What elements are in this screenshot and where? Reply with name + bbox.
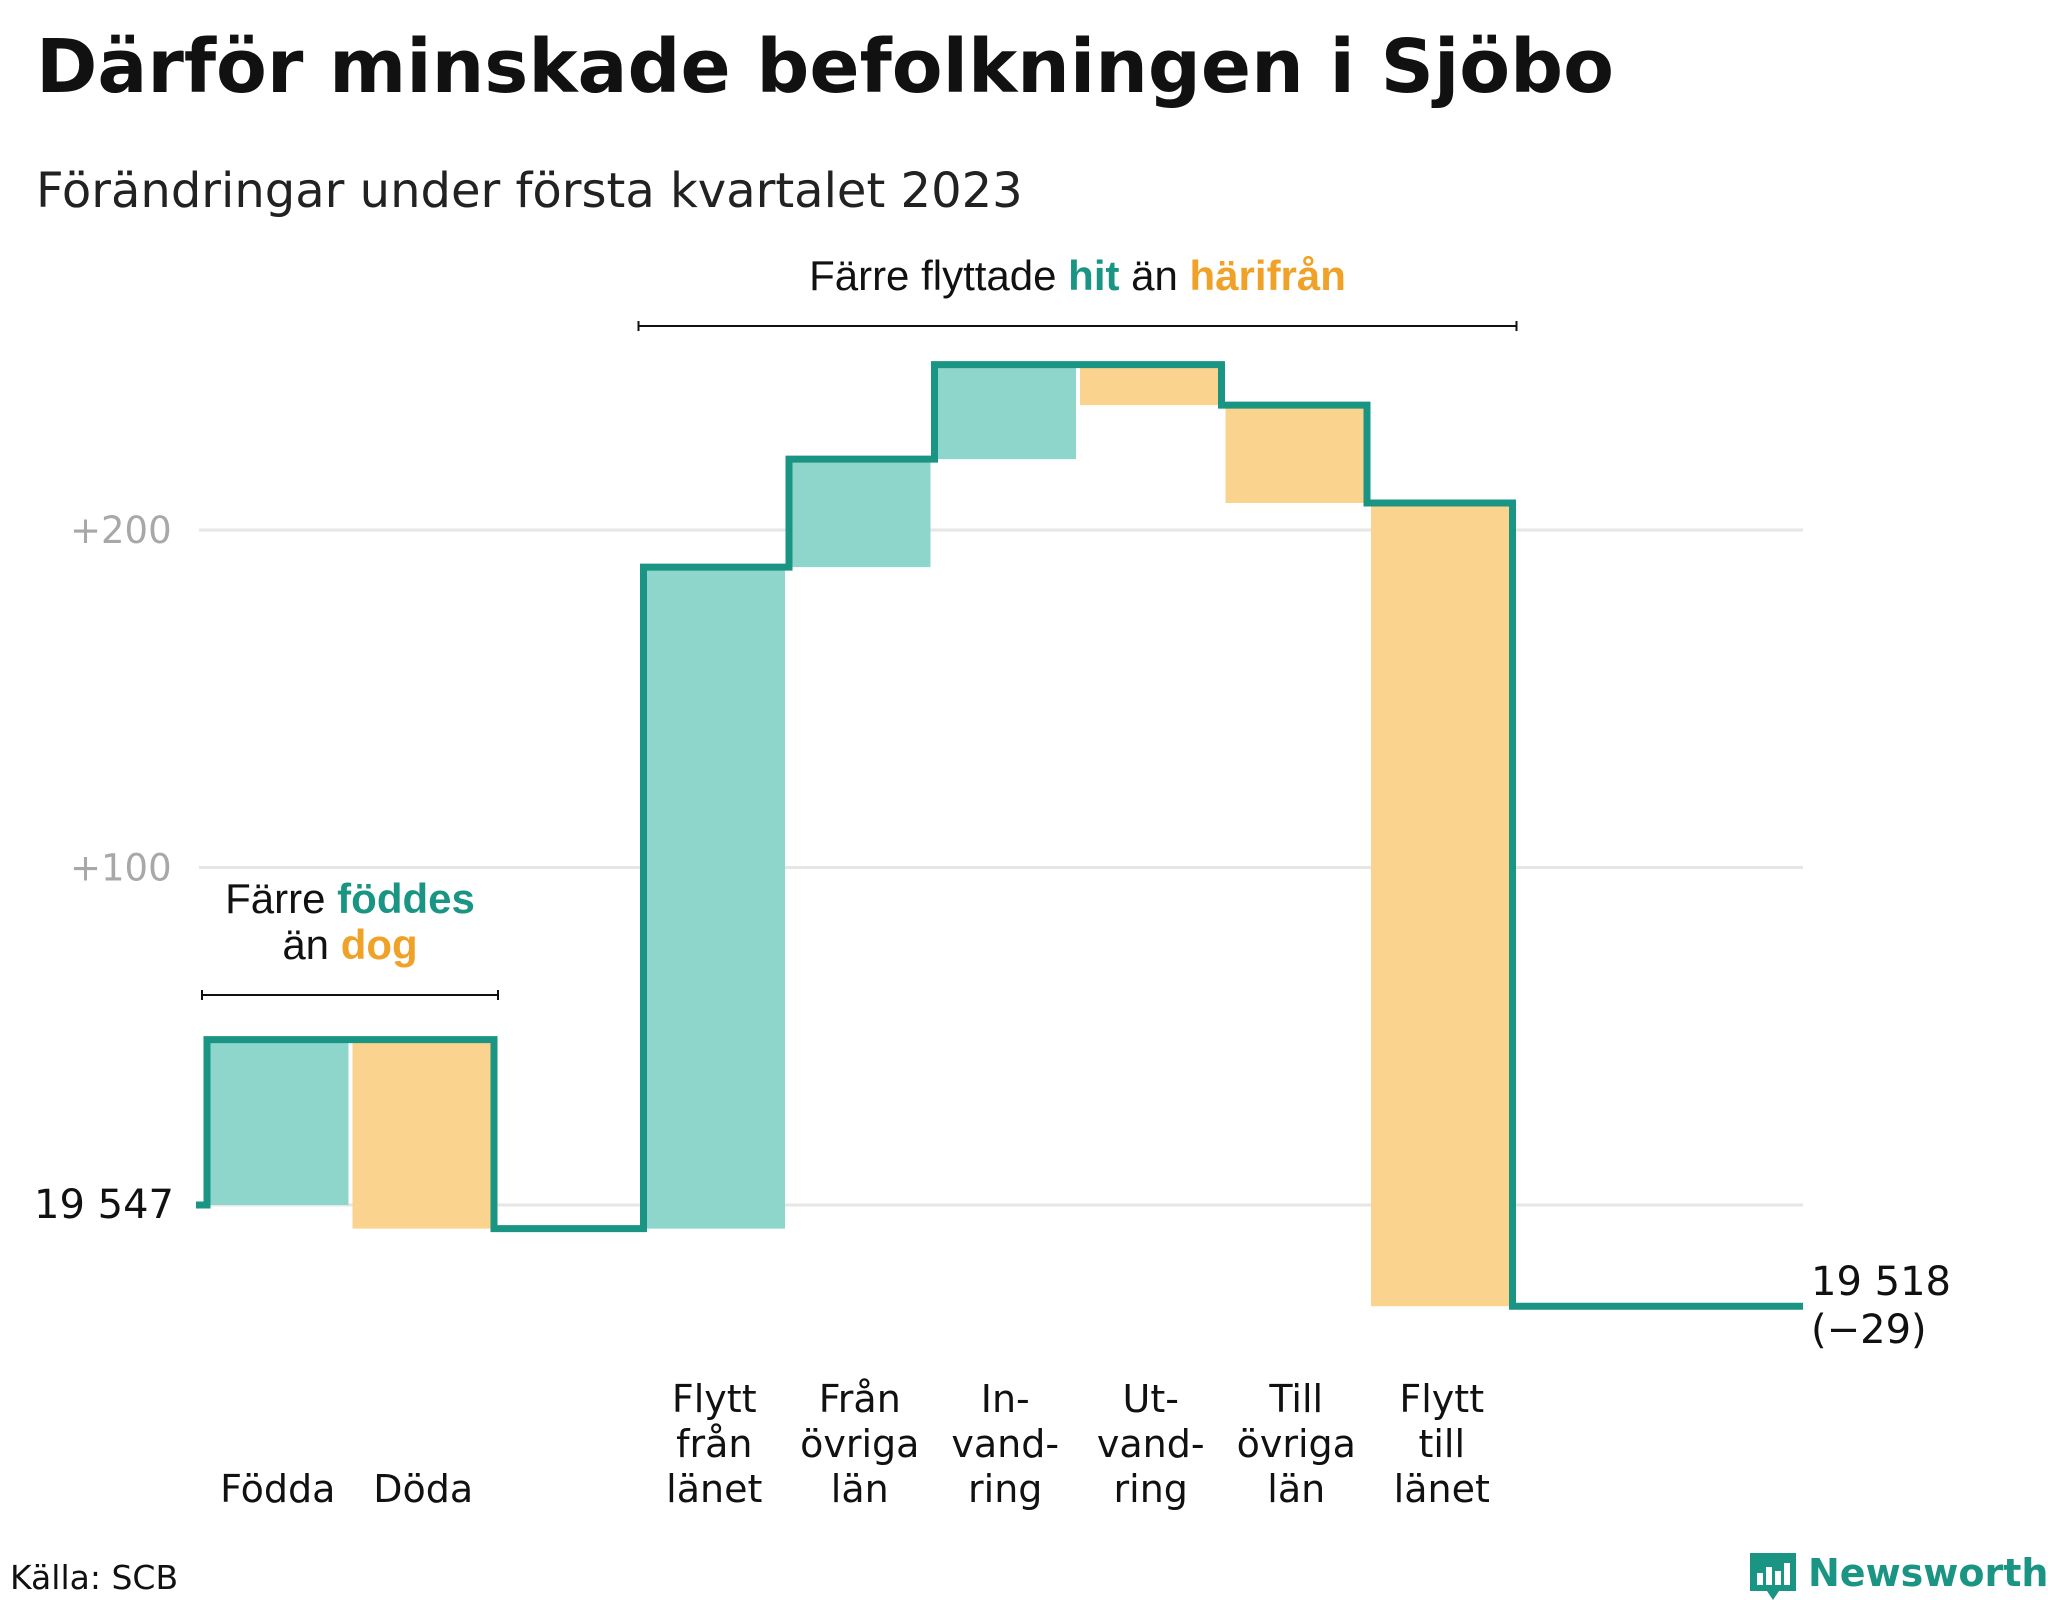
step-line-group	[196, 361, 1803, 1310]
chart-subtitle: Förändringar under första kvartalet 2023	[36, 163, 1023, 219]
annotation-segment: härifrån	[1190, 252, 1346, 299]
category-label-fodda: Födda	[220, 1467, 335, 1511]
bar-doda	[352, 1039, 494, 1229]
bar-fran_ovriga_lan	[789, 459, 931, 568]
annotation-migration: Färre flyttade hit än härifrån	[637, 252, 1518, 331]
category-label-line: Födda	[220, 1467, 335, 1511]
newsworthy-logo-text: Newsworthy	[1808, 1551, 2048, 1595]
category-label-line: Flytt	[1399, 1377, 1484, 1421]
category-label-line: län	[831, 1467, 889, 1511]
bar-fodda	[207, 1039, 349, 1205]
category-label-line: från	[676, 1422, 752, 1466]
category-label-line: Från	[819, 1377, 901, 1421]
category-labels: Födda DödaFlyttfrånlänetFrånövrigalänIn-v…	[220, 1377, 1490, 1511]
category-label-line: vand-	[1097, 1422, 1205, 1466]
newsworthy-logo-icon	[1750, 1553, 1796, 1600]
annotation-text: Färre flyttade hit än härifrån	[809, 252, 1346, 299]
category-label-line: In-	[981, 1377, 1030, 1421]
annotation-segment: Färre flyttade	[809, 252, 1068, 299]
bar-flytt_fran_lanet	[643, 567, 785, 1229]
bar-flytt_till_lanet	[1371, 503, 1513, 1307]
category-label-line: ring	[968, 1467, 1042, 1511]
bars	[207, 364, 1513, 1307]
annotation-segment: än	[1119, 252, 1189, 299]
annotation-text: än dog	[282, 921, 417, 968]
step-line	[196, 361, 1803, 1310]
bar-utvandring	[1080, 364, 1222, 406]
category-label-line: övriga	[800, 1422, 919, 1466]
y-axis-ticks: 19 547 +100 +200	[34, 509, 174, 1228]
end-value-label: 19 518 (−29)	[1811, 1259, 1951, 1353]
chart-title: Därför minskade befolkningen i Sjöbo	[36, 24, 1614, 110]
source-note: Källa: SCB	[10, 1558, 178, 1597]
category-label-line: Flytt	[672, 1377, 757, 1421]
bar-till_ovriga_lan	[1225, 405, 1367, 503]
category-label-line: ring	[1114, 1467, 1188, 1511]
category-label-line: Ut-	[1123, 1377, 1179, 1421]
category-label-line: län	[1267, 1467, 1325, 1511]
category-label-line: Döda	[373, 1467, 473, 1511]
annotation-segment: hit	[1068, 252, 1119, 299]
category-label-line: övriga	[1237, 1422, 1356, 1466]
bar-invandring	[934, 364, 1076, 460]
category-label-line: länet	[666, 1467, 762, 1511]
annotation-segment: föddes	[337, 875, 475, 922]
category-label-doda: Döda	[373, 1467, 473, 1511]
annotation-segment: Färre	[225, 875, 337, 922]
annotation-segment: dog	[341, 921, 418, 968]
y-tick-label: +100	[70, 847, 172, 890]
end-value: 19 518	[1811, 1259, 1951, 1305]
newsworthy-logo: Newsworthy	[1750, 1551, 2048, 1600]
category-label-line: länet	[1394, 1467, 1490, 1511]
annotation-segment: än	[282, 921, 340, 968]
y-tick-label: 19 547	[34, 1182, 174, 1228]
category-label-line: vand-	[951, 1422, 1059, 1466]
category-label-utvandring: Ut-vand-ring	[1097, 1377, 1205, 1511]
annotation-text: Färre föddes	[225, 875, 475, 922]
category-label-line: Till	[1268, 1377, 1323, 1421]
category-label-invandring: In-vand-ring	[951, 1377, 1059, 1511]
category-label-line: till	[1418, 1422, 1465, 1466]
y-tick-label: +200	[70, 509, 172, 552]
end-change: (−29)	[1811, 1307, 1927, 1353]
